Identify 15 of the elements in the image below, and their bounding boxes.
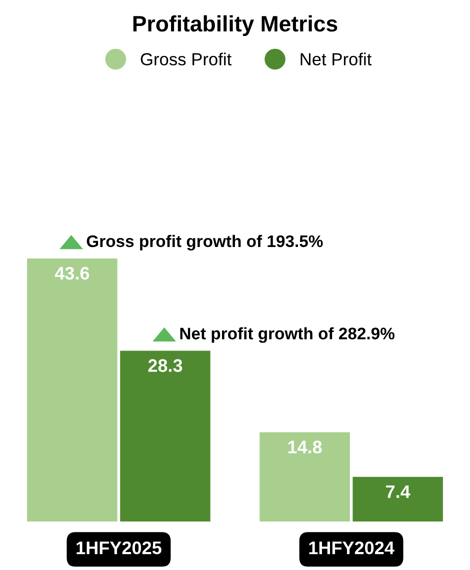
- bar: [260, 432, 350, 522]
- annotation: Net profit growth of 282.9%: [180, 327, 394, 343]
- x-tick-label: 1HFY2025: [76, 541, 162, 554]
- legend-label: Gross Profit: [140, 52, 232, 66]
- bar: [352, 476, 443, 522]
- x-tick-label: 1HFY2024: [309, 541, 394, 554]
- data-label: 43.6: [54, 266, 90, 280]
- text: Gross profit growth of 193.5%: [86, 234, 323, 250]
- chart-title: Profitability Metrics: [133, 15, 338, 36]
- legend-label: Net Profit: [300, 52, 372, 66]
- bar: [27, 258, 118, 522]
- data-label: 14.8: [288, 440, 322, 454]
- data-label: 28.3: [148, 359, 182, 372]
- data-label: 7.4: [386, 485, 410, 498]
- bar: [120, 350, 210, 522]
